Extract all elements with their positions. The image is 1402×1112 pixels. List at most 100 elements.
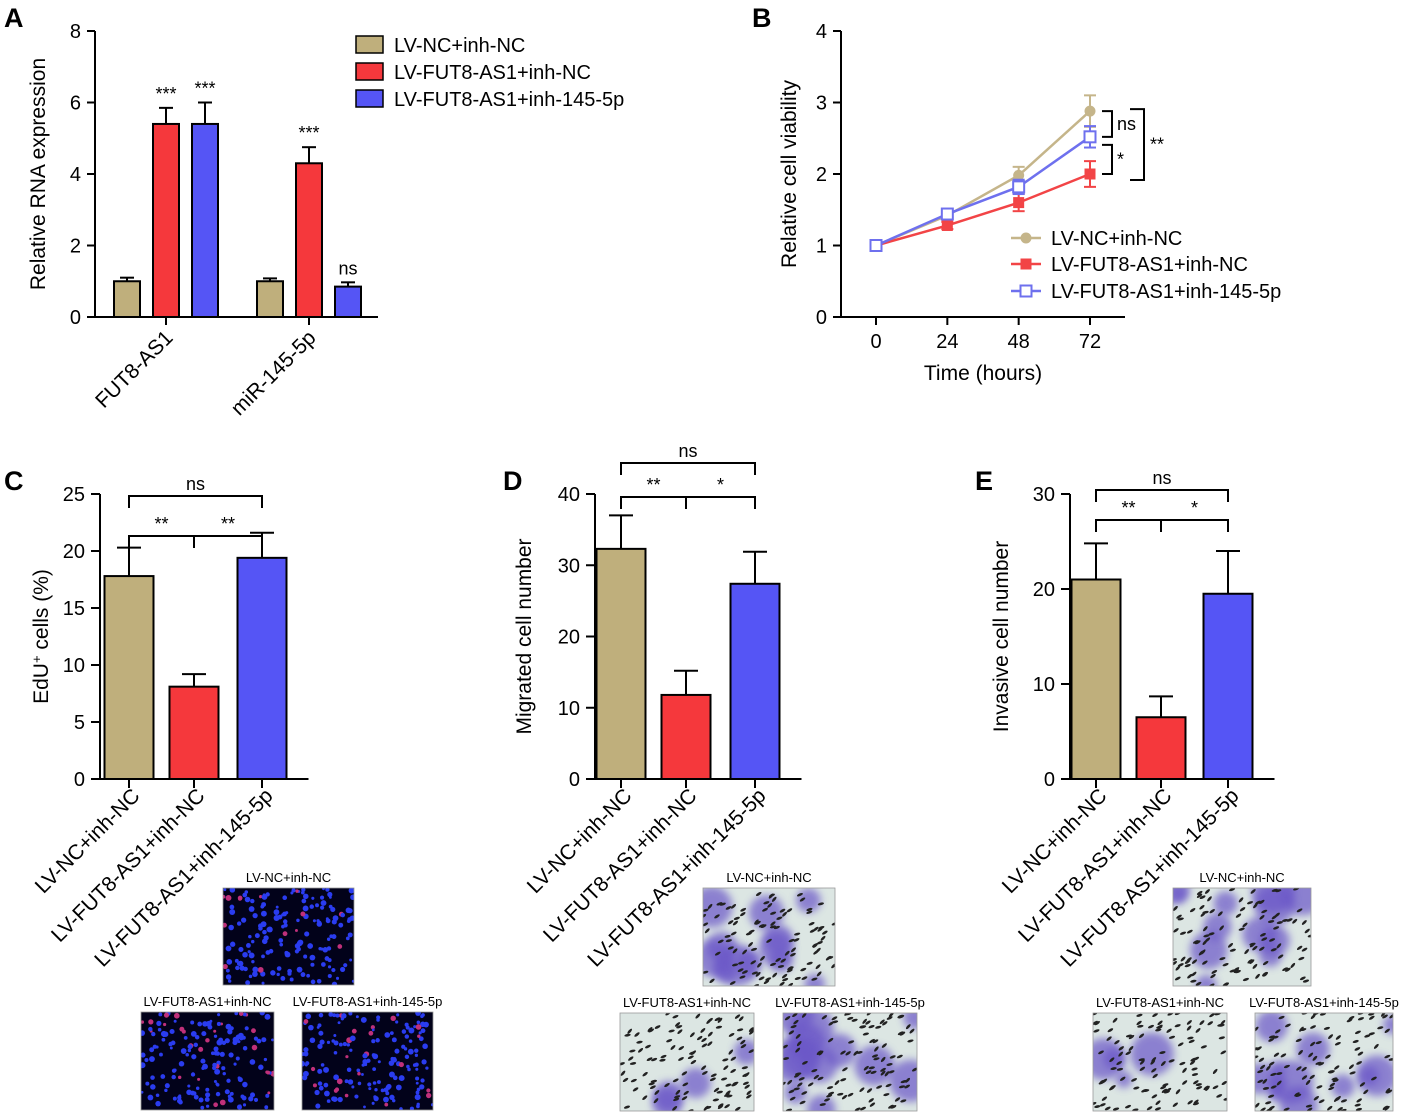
bar-lv-fut8-as1-inh-145-5p (729, 582, 781, 781)
membrane-pore (744, 1084, 750, 1089)
cell-nucleus (235, 965, 240, 971)
cell-nucleus (236, 1104, 243, 1110)
cell-nucleus (396, 1013, 400, 1017)
y-tick-label: 1 (816, 236, 827, 258)
membrane-pore (1176, 914, 1182, 919)
cell-nucleus (413, 1025, 417, 1029)
cell-nucleus (213, 1034, 218, 1038)
cell-nucleus (229, 1026, 234, 1031)
micrograph-e-left (1093, 1013, 1227, 1111)
membrane-pore (818, 1050, 824, 1056)
membrane-pore (869, 1102, 876, 1107)
cell-nucleus (423, 1021, 429, 1028)
membrane-pore (820, 935, 826, 941)
significance-label: * (717, 475, 724, 495)
cell-nucleus (245, 943, 251, 948)
cell-nucleus (219, 1099, 226, 1106)
cell-nucleus (317, 1068, 323, 1074)
membrane-pore (751, 971, 758, 975)
legend-label: LV-FUT8-AS1+inh-145-5p (394, 89, 624, 111)
cell-nucleus (331, 967, 336, 973)
cell-nucleus (374, 1088, 378, 1092)
cell-nucleus (149, 1047, 155, 1053)
cell-nucleus (252, 971, 258, 978)
cell-nucleus (176, 1098, 183, 1104)
stained-cell (1173, 888, 1190, 905)
cell-nucleus (197, 1077, 201, 1081)
micrograph-c-left (141, 1012, 274, 1110)
cell-nucleus (349, 1048, 353, 1052)
membrane-pore (731, 1082, 738, 1087)
membrane-pore (730, 931, 737, 936)
legend-swatch (355, 62, 384, 81)
cell-nucleus (183, 1036, 188, 1040)
membrane-pore (724, 1104, 730, 1109)
cell-nucleus (361, 1063, 365, 1067)
membrane-pore (717, 1017, 723, 1023)
membrane-pore (703, 908, 709, 912)
micrograph-c-right-frame (301, 1011, 434, 1111)
stained-cell (783, 1013, 814, 1034)
membrane-pore (1168, 1059, 1175, 1063)
membrane-pore (1280, 1053, 1287, 1058)
membrane-pore (816, 1050, 822, 1055)
membrane-pore (783, 1044, 788, 1049)
cell-nucleus (239, 1036, 244, 1041)
membrane-pore (1244, 949, 1250, 955)
cell-nucleus (213, 1079, 217, 1084)
cell-nucleus (239, 965, 245, 971)
membrane-pore (794, 932, 801, 936)
cell-nucleus (262, 929, 267, 935)
cell-nucleus (407, 1067, 411, 1072)
membrane-pore (1220, 1050, 1227, 1055)
membrane-pore (732, 920, 738, 926)
membrane-pore (872, 1039, 879, 1044)
micrograph-e-right-frame (1254, 1012, 1394, 1112)
membrane-pore (821, 1015, 828, 1020)
membrane-pore (853, 1050, 859, 1056)
y-axis-title: Migrated cell number (513, 538, 536, 734)
cell-nucleus (244, 896, 251, 903)
membrane-pore (1222, 963, 1229, 967)
membrane-pore (768, 893, 774, 899)
cell-nucleus (205, 1087, 210, 1092)
membrane-pore (840, 1050, 846, 1055)
cell-nucleus (205, 1038, 210, 1043)
significance-label: ns (678, 441, 697, 461)
y-tick-label: 10 (1033, 674, 1055, 696)
cell-nucleus (315, 903, 319, 908)
membrane-pore (735, 1106, 741, 1111)
y-axis-title: Invasive cell number (990, 541, 1013, 732)
membrane-pore (793, 1019, 799, 1025)
data-point (1013, 197, 1025, 209)
cell-nucleus (337, 1021, 341, 1025)
membrane-pore (875, 1025, 882, 1029)
membrane-pore (854, 1107, 861, 1111)
membrane-pore (1377, 1026, 1384, 1030)
membrane-pore (825, 955, 832, 961)
membrane-pore (809, 929, 816, 933)
membrane-pore (1290, 962, 1296, 969)
membrane-pore (1192, 1102, 1200, 1106)
cell-nucleus (187, 1048, 192, 1053)
stained-cell (703, 888, 733, 928)
membrane-pore (1386, 1089, 1393, 1094)
membrane-pore (709, 1077, 716, 1082)
cell-nucleus (312, 1083, 317, 1088)
cell-nucleus (172, 1096, 177, 1101)
membrane-pore (730, 1069, 736, 1073)
y-tick-label: 0 (816, 307, 827, 329)
membrane-pore (1112, 1017, 1118, 1023)
membrane-pore (620, 1070, 626, 1076)
cell-nucleus (254, 933, 260, 939)
membrane-pore (1174, 976, 1181, 981)
cell-nucleus (320, 905, 325, 910)
cell-nucleus (144, 1057, 149, 1063)
membrane-pore (1295, 1093, 1302, 1097)
cell-nucleus (305, 1013, 312, 1020)
membrane-pore (834, 1080, 840, 1086)
cell-nucleus (326, 946, 332, 951)
membrane-pore (1261, 909, 1268, 914)
cell-nucleus (141, 1020, 145, 1024)
cell-nucleus (373, 1095, 379, 1102)
